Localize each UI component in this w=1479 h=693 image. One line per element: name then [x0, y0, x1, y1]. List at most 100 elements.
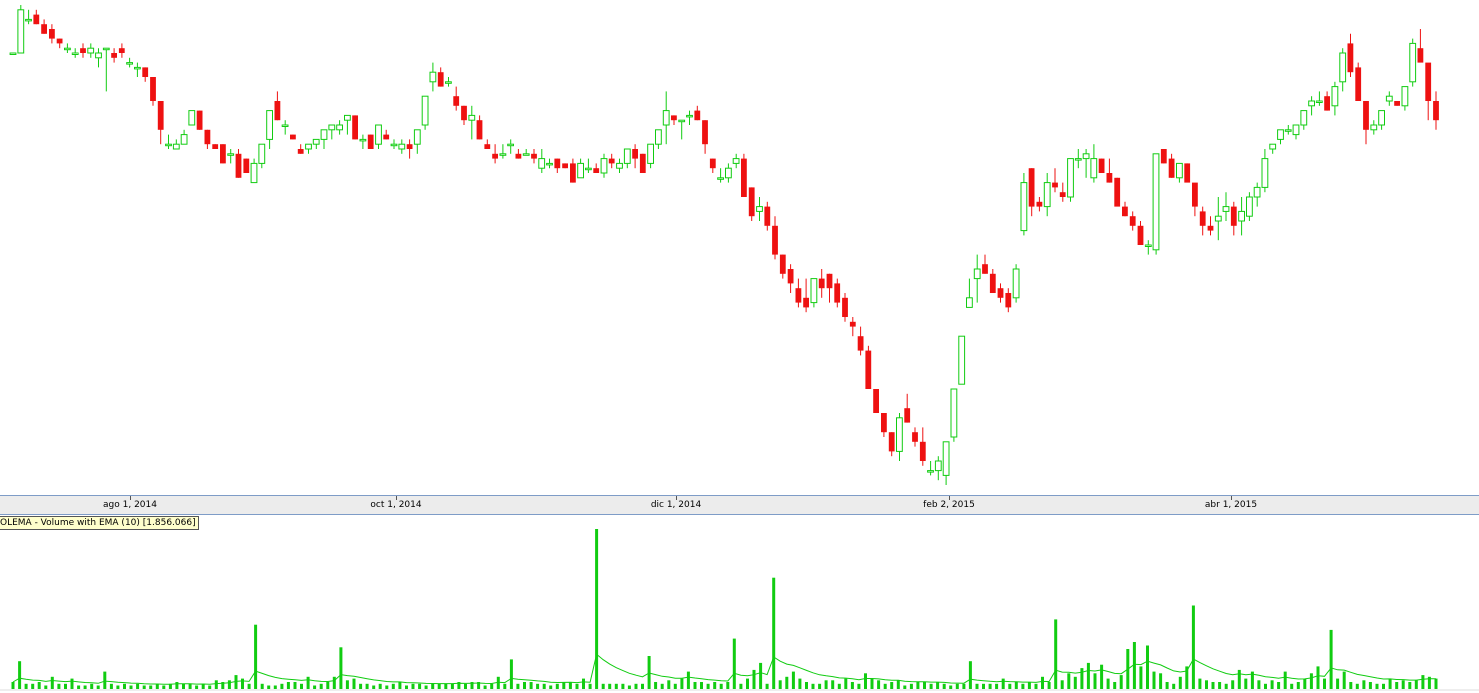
candle	[9, 52, 17, 55]
candle	[562, 163, 568, 169]
candle	[134, 62, 141, 77]
x-tick-label: ago 1, 2014	[103, 500, 157, 510]
candle-body	[616, 162, 623, 169]
candle-body	[468, 114, 476, 121]
volume-bar	[306, 676, 310, 689]
candle-body	[484, 144, 491, 149]
volume-bar	[641, 683, 644, 689]
volume-bar	[837, 683, 841, 689]
volume-bar	[44, 685, 48, 689]
candle	[732, 153, 740, 169]
tick-mark	[396, 496, 397, 500]
volume-bar	[923, 682, 926, 689]
candle	[600, 153, 608, 178]
volume-bar	[916, 682, 920, 689]
candle-body	[546, 162, 553, 166]
candle-body	[49, 29, 55, 39]
candle	[531, 149, 537, 164]
candle-body	[1433, 101, 1439, 121]
volume-bar	[372, 685, 376, 689]
candle-body	[608, 158, 615, 164]
volume-bar	[765, 683, 769, 689]
candle	[172, 139, 180, 150]
candle	[344, 114, 351, 135]
candle	[375, 124, 382, 149]
candle-body	[702, 120, 708, 145]
price-chart-panel[interactable]	[0, 0, 1479, 495]
candle-body	[9, 52, 17, 55]
volume-bar	[293, 682, 297, 689]
candle	[243, 158, 250, 173]
volume-bar	[385, 685, 389, 689]
candle	[1067, 158, 1074, 202]
candle	[80, 43, 86, 58]
candle	[1417, 29, 1424, 63]
candle	[919, 427, 926, 466]
candle	[429, 62, 437, 92]
candlestick-chart[interactable]	[0, 0, 1479, 495]
candle-body	[204, 129, 211, 145]
candle-body	[507, 143, 515, 147]
candle-body	[1074, 158, 1082, 161]
candle-body	[562, 163, 568, 169]
volume-bar	[962, 683, 966, 689]
x-tick-label: oct 1, 2014	[370, 500, 422, 510]
candle-body	[1238, 210, 1245, 222]
candle	[227, 149, 235, 164]
candle-body	[243, 158, 250, 173]
candle-body	[1176, 162, 1183, 179]
volume-bar	[1362, 680, 1366, 689]
candle	[678, 119, 686, 140]
volume-bar	[195, 685, 199, 689]
volume-bar	[1316, 666, 1320, 689]
candle	[1207, 216, 1214, 236]
volume-bar	[50, 676, 54, 689]
volume-bar	[673, 683, 677, 689]
volume-bar	[693, 682, 697, 689]
candle	[865, 345, 872, 389]
candle	[927, 461, 934, 476]
candle-body	[87, 47, 95, 54]
candle	[336, 120, 344, 135]
candle	[515, 149, 522, 159]
candle-body	[429, 71, 437, 83]
volume-bar	[1231, 680, 1235, 689]
x-tick-label: abr 1, 2015	[1204, 500, 1258, 510]
candle	[818, 269, 825, 298]
candle	[1401, 86, 1409, 111]
volume-chart-panel[interactable]	[0, 515, 1479, 693]
candle-body	[662, 110, 670, 126]
volume-bar	[785, 676, 789, 689]
volume-bar	[595, 529, 599, 689]
volume-bar	[208, 685, 212, 689]
candle	[950, 388, 958, 442]
volume-bar	[168, 683, 172, 689]
candle-body	[352, 115, 358, 140]
candle	[41, 19, 47, 34]
candle	[390, 139, 398, 149]
candle-body	[958, 335, 966, 385]
candle	[352, 115, 358, 140]
volume-chart[interactable]	[0, 515, 1479, 693]
candle-body	[235, 153, 242, 178]
volume-bar	[975, 683, 979, 689]
candle-body	[1144, 244, 1152, 247]
candle	[538, 149, 546, 173]
candle-body	[445, 81, 452, 84]
volume-bar	[1257, 680, 1261, 689]
candle	[1394, 101, 1400, 106]
volume-bar	[444, 683, 448, 689]
volume-bar	[1054, 619, 1058, 689]
candle-body	[942, 441, 950, 476]
candle	[1214, 197, 1222, 241]
candle-body	[1425, 62, 1432, 101]
candle-body	[896, 417, 903, 452]
volume-bar	[96, 685, 100, 689]
candle-body	[1059, 192, 1066, 197]
volume-bar	[857, 683, 861, 689]
volume-bar	[332, 676, 336, 689]
candle	[188, 110, 196, 126]
candle-body	[787, 269, 794, 284]
candle-body	[258, 143, 266, 164]
volume-bar	[1205, 680, 1208, 689]
